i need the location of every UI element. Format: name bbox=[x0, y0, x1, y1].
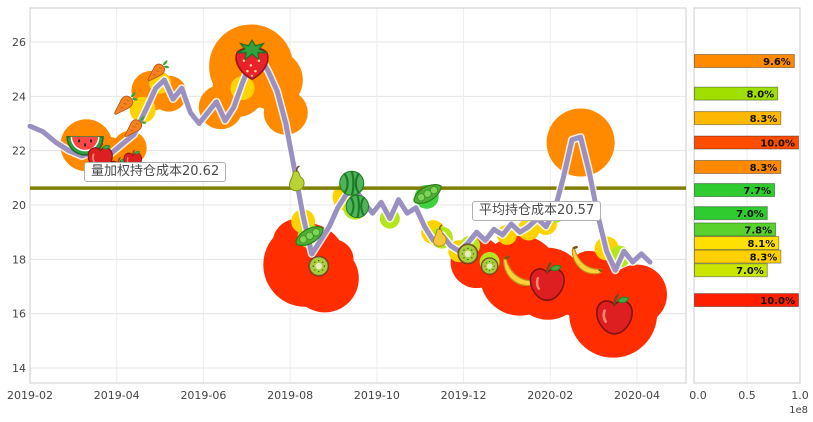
watermelon-icon bbox=[338, 170, 365, 197]
y-axis-tick-label: 20 bbox=[12, 199, 26, 212]
volume-bar-label: 9.6% bbox=[763, 57, 791, 68]
plot-border bbox=[693, 7, 801, 384]
x-axis-tick-label: 2020-04 bbox=[614, 389, 660, 402]
volume-bar-label: 8.3% bbox=[750, 163, 778, 174]
watermelon-icon bbox=[345, 194, 370, 219]
volume-bar bbox=[694, 236, 780, 251]
y-axis-tick-label: 22 bbox=[12, 145, 26, 158]
volume-bar-label: 8.1% bbox=[748, 239, 776, 250]
x-axis-tick-label: 1.0 bbox=[791, 389, 809, 402]
plot-border bbox=[29, 7, 687, 384]
x-axis-tick-label: 2020-02 bbox=[527, 389, 573, 402]
volume-bar bbox=[694, 54, 795, 69]
x-axis-tick-label: 2019-12 bbox=[441, 389, 487, 402]
volume-bar bbox=[694, 159, 782, 174]
volume-bar bbox=[694, 206, 768, 221]
kiwi-icon bbox=[457, 243, 479, 265]
x-axis-tick-label: 2019-10 bbox=[354, 389, 400, 402]
volume-bar-label: 8.3% bbox=[750, 253, 778, 264]
vwap-cost-label: 量加权持仓成本20.62 bbox=[84, 162, 227, 182]
y-axis-tick-label: 18 bbox=[12, 253, 26, 266]
volume-bar-label: 7.7% bbox=[743, 186, 771, 197]
volume-bar-label: 7.0% bbox=[736, 209, 764, 220]
x-axis-exponent-label: 1e8 bbox=[789, 405, 808, 416]
volume-bar-label: 7.0% bbox=[736, 266, 764, 277]
volume-bar bbox=[694, 293, 799, 308]
volume-distribution-canvas[interactable]: 9.6% 8.0% 8.3% 10.0% 8.3% 7.7% 7.0% 7.8% 8.1% 8.3… bbox=[690, 0, 813, 422]
volume-bar bbox=[694, 222, 777, 237]
volume-bar-label: 10.0% bbox=[760, 139, 795, 150]
volume-bar-label: 7.8% bbox=[744, 225, 772, 236]
x-axis-tick-label: 2019-02 bbox=[7, 389, 53, 402]
volume-bar bbox=[694, 111, 782, 126]
x-axis-tick-label: 2019-06 bbox=[180, 389, 226, 402]
y-axis-tick-label: 24 bbox=[12, 90, 26, 103]
y-axis-tick-label: 14 bbox=[12, 362, 26, 375]
y-axis-tick-label: 16 bbox=[12, 308, 26, 321]
x-axis-tick-label: 0.5 bbox=[738, 389, 756, 402]
volume-bar-label: 10.0% bbox=[760, 296, 795, 307]
volume-bar-label: 8.3% bbox=[750, 114, 778, 125]
price-chart-canvas[interactable]: 26 24 22 20 18 16 14 2019-02 2019-04 2019-06 2019-… bbox=[0, 0, 690, 422]
y-axis-tick-label: 26 bbox=[12, 36, 26, 49]
volume-bar bbox=[694, 135, 799, 150]
x-axis-tick-label: 2019-04 bbox=[94, 389, 140, 402]
volume-bar bbox=[694, 249, 782, 264]
x-axis-tick-label: 2019-08 bbox=[267, 389, 313, 402]
volume-bar bbox=[694, 263, 768, 278]
volume-bar-label: 8.0% bbox=[746, 90, 774, 101]
volume-bar bbox=[694, 183, 776, 198]
kiwi-icon bbox=[480, 257, 499, 275]
kiwi-icon bbox=[308, 255, 330, 277]
avg-cost-label: 平均持仓成本20.57 bbox=[472, 201, 602, 221]
volume-bar bbox=[694, 86, 779, 101]
x-axis-tick-label: 0.0 bbox=[690, 389, 707, 402]
